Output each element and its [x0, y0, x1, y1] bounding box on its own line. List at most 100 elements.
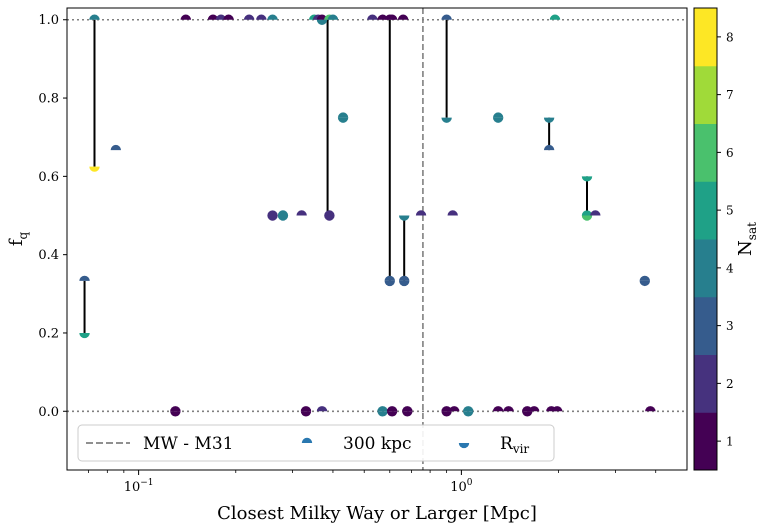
marker-rvir-20 — [402, 411, 413, 417]
marker-rvir-4 — [316, 19, 328, 25]
marker-300kpc-24 — [415, 210, 427, 216]
axis-labels: Closest Milky Way or Larger [Mpc] fq — [6, 232, 537, 524]
marker-300kpc-45 — [492, 406, 504, 412]
colorbar-tick-label: 1 — [726, 435, 734, 449]
marker-300kpc-35 — [639, 275, 650, 281]
marker-rvir-13 — [581, 176, 593, 182]
colorbar: 1 2 3 4 5 6 7 8 Nsat — [693, 7, 759, 471]
marker-rvir-21 — [441, 411, 452, 417]
marker-300kpc-26 — [447, 210, 458, 216]
colorbar-tick-label: 3 — [726, 319, 734, 333]
marker-rvir-14 — [581, 215, 593, 221]
marker-rvir-18 — [377, 411, 388, 417]
colorbar-band-7 — [694, 65, 717, 124]
marker-300kpc-1 — [89, 14, 100, 20]
marker-300kpc-22 — [398, 275, 410, 281]
marker-300kpc-8 — [267, 14, 278, 20]
colorbar-tick-label: 4 — [726, 261, 734, 275]
colorbar-band-6 — [694, 123, 717, 182]
colorbar-band-1 — [694, 412, 717, 471]
marker-rvir-2 — [267, 215, 278, 221]
marker-300kpc-48 — [528, 406, 540, 412]
legend-label: Rvir — [500, 434, 529, 456]
marker-300kpc-37 — [300, 406, 312, 412]
marker-300kpc-36 — [170, 406, 181, 412]
axes-frame — [66, 7, 688, 471]
legend-top-half-swatch — [301, 437, 313, 443]
marker-rvir-3 — [277, 215, 289, 221]
marker-rvir-5 — [324, 215, 335, 221]
y-tick-label: 0.0 — [38, 405, 59, 420]
marker-300kpc-28 — [549, 14, 561, 20]
x-tick-label: 100 — [450, 478, 473, 495]
marker-rvir-10 — [441, 117, 452, 123]
marker-300kpc-25 — [441, 14, 452, 20]
marker-300kpc-0 — [79, 275, 90, 281]
colorbar-tick-label: 8 — [726, 30, 734, 44]
marker-rvir-15 — [639, 280, 650, 287]
marker-300kpc-16 — [327, 14, 339, 20]
marker-300kpc-27 — [492, 112, 504, 118]
marker-300kpc-9 — [267, 210, 278, 216]
marker-300kpc-2 — [180, 14, 191, 20]
colorbar-frame — [693, 7, 718, 471]
marker-rvir-1 — [89, 166, 100, 172]
colorbar-tick-label: 7 — [726, 88, 734, 102]
marker-300kpc-10 — [277, 210, 289, 216]
colorbar-tick-label: 6 — [726, 146, 734, 160]
axes: 0.0 0.2 0.4 0.6 0.8 1.0 10−1 100 — [38, 7, 688, 495]
y-axis-label: fq — [6, 232, 30, 247]
marker-rvir-6 — [337, 117, 349, 123]
legend-label: 300 kpc — [343, 434, 412, 454]
marker-rvir-9 — [398, 280, 410, 287]
y-tick-label: 0.6 — [38, 170, 59, 185]
marker-300kpc-44 — [463, 406, 474, 412]
marker-rvir-12 — [543, 117, 555, 123]
colorbar-band-3 — [694, 296, 717, 355]
legend-box — [77, 424, 555, 462]
connector-lines — [83, 19, 589, 333]
colorbar-band-2 — [694, 354, 717, 413]
marker-rvir-23 — [522, 411, 533, 417]
legend-label: MW - M31 — [143, 434, 233, 454]
marker-300kpc-23 — [384, 275, 395, 281]
marker-300kpc-5 — [223, 14, 234, 20]
colorbar-label: Nsat — [735, 222, 759, 256]
data-markers — [79, 14, 656, 417]
x-axis-label: Closest Milky Way or Larger [Mpc] — [217, 503, 537, 524]
legend-bottom-half-swatch — [458, 443, 470, 449]
colorbar-band-8 — [694, 8, 717, 67]
marker-300kpc-7 — [256, 14, 267, 20]
plot-background — [67, 8, 687, 470]
marker-300kpc-20 — [386, 14, 398, 20]
marker-rvir-16 — [170, 411, 181, 417]
marker-rvir-7 — [384, 280, 395, 287]
marker-300kpc-3 — [207, 14, 219, 20]
marker-rvir-19 — [386, 411, 398, 417]
y-tick-label: 0.2 — [38, 326, 59, 341]
marker-300kpc-6 — [243, 14, 255, 20]
legend: MW - M31 300 kpc Rvir — [77, 424, 555, 462]
marker-300kpc-33 — [324, 210, 335, 216]
marker-300kpc-46 — [503, 406, 514, 412]
marker-rvir-0 — [79, 332, 90, 339]
marker-300kpc-39 — [377, 406, 388, 412]
marker-rvir-22 — [463, 411, 474, 417]
colorbar-band-5 — [694, 181, 717, 240]
marker-rvir-8 — [398, 215, 410, 221]
y-tick-label: 0.4 — [38, 248, 59, 263]
marker-300kpc-17 — [367, 14, 378, 20]
marker-rvir-17 — [300, 411, 312, 417]
marker-300kpc-32 — [110, 144, 122, 151]
marker-300kpc-40 — [386, 406, 398, 412]
y-tick-label: 1.0 — [38, 13, 59, 28]
marker-300kpc-50 — [551, 406, 563, 412]
marker-300kpc-41 — [402, 406, 413, 412]
marker-300kpc-51 — [645, 406, 656, 412]
colorbar-band-4 — [694, 239, 717, 298]
marker-300kpc-11 — [296, 210, 307, 216]
x-tick-label: 10−1 — [124, 478, 154, 495]
y-tick-label: 0.8 — [38, 92, 59, 107]
colorbar-tick-label: 5 — [726, 204, 734, 218]
